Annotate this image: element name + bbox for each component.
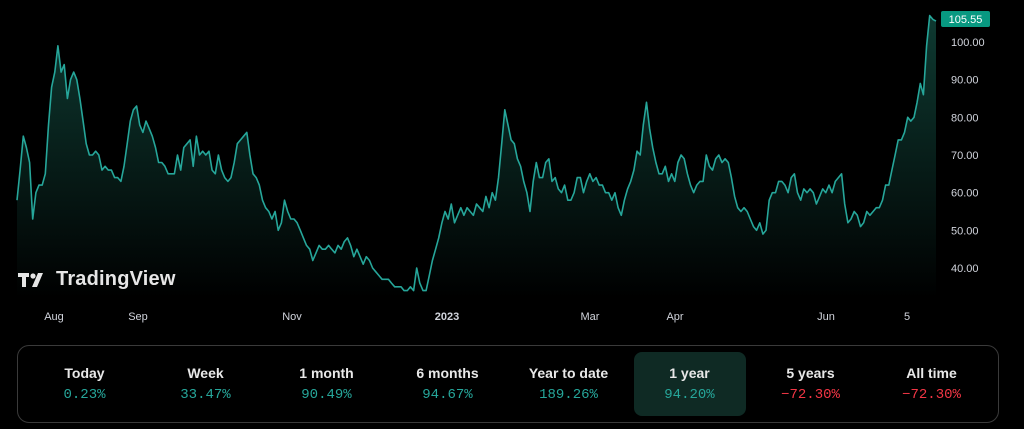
- y-axis: 40.00 50.00 60.00 70.00 80.00 90.00 100.00: [951, 37, 985, 275]
- y-tick-label: 80.00: [951, 112, 979, 124]
- period-year-to-date[interactable]: Year to date 189.26%: [513, 352, 625, 416]
- period-label: Today: [64, 365, 105, 381]
- period-value: 90.49%: [301, 387, 352, 403]
- period-today[interactable]: Today 0.23%: [29, 352, 141, 416]
- period-all-time[interactable]: All time −72.30%: [876, 352, 988, 416]
- period-value: 94.67%: [422, 387, 473, 403]
- y-tick-label: 50.00: [951, 225, 979, 237]
- price-line: [16, 14, 937, 292]
- period-label: 5 years: [786, 365, 835, 381]
- period-6-months[interactable]: 6 months 94.67%: [392, 352, 504, 416]
- period-value: 33.47%: [180, 387, 231, 403]
- period-label: 1 month: [299, 365, 354, 381]
- x-tick-label: 2023: [435, 311, 459, 323]
- period-label: 6 months: [416, 365, 479, 381]
- period-label: Week: [187, 365, 224, 381]
- period-label: 1 year: [669, 365, 710, 381]
- y-tick-label: 100.00: [951, 37, 985, 49]
- x-axis: Aug Sep Nov 2023 Mar Apr Jun 5: [44, 311, 910, 323]
- period-value: 189.26%: [539, 387, 598, 403]
- x-tick-label: Mar: [581, 311, 600, 323]
- tradingview-logo[interactable]: TradingView: [18, 268, 176, 291]
- period-5-years[interactable]: 5 years −72.30%: [755, 352, 867, 416]
- price-chart[interactable]: 40.00 50.00 60.00 70.00 80.00 90.00 100.00 Aug…: [0, 0, 1024, 340]
- y-tick-label: 60.00: [951, 188, 979, 200]
- period-value: −72.30%: [902, 387, 961, 403]
- period-1-month[interactable]: 1 month 90.49%: [271, 352, 383, 416]
- y-tick-label: 90.00: [951, 75, 979, 87]
- tradingview-logo-icon: [18, 272, 43, 287]
- x-tick-label: Aug: [44, 311, 64, 323]
- period-value: 94.20%: [664, 387, 715, 403]
- period-value: 0.23%: [63, 387, 106, 403]
- last-price-badge: 105.55: [941, 11, 990, 27]
- y-tick-label: 40.00: [951, 263, 979, 275]
- price-area: [17, 15, 936, 298]
- x-tick-label: Sep: [128, 311, 148, 323]
- period-week[interactable]: Week 33.47%: [150, 352, 262, 416]
- period-label: All time: [906, 365, 957, 381]
- brand-name: TradingView: [56, 268, 176, 290]
- period-label: Year to date: [528, 365, 609, 381]
- x-tick-label: Jun: [817, 311, 835, 323]
- x-tick-label: Nov: [282, 311, 302, 323]
- x-tick-label: 5: [904, 311, 910, 323]
- performance-panel: Today 0.23% Week 33.47% 1 month 90.49% 6…: [17, 345, 999, 423]
- x-tick-label: Apr: [666, 311, 683, 323]
- period-value: −72.30%: [781, 387, 840, 403]
- y-tick-label: 70.00: [951, 150, 979, 162]
- last-price-label: 105.55: [949, 14, 983, 26]
- period-1-year[interactable]: 1 year 94.20%: [633, 352, 746, 416]
